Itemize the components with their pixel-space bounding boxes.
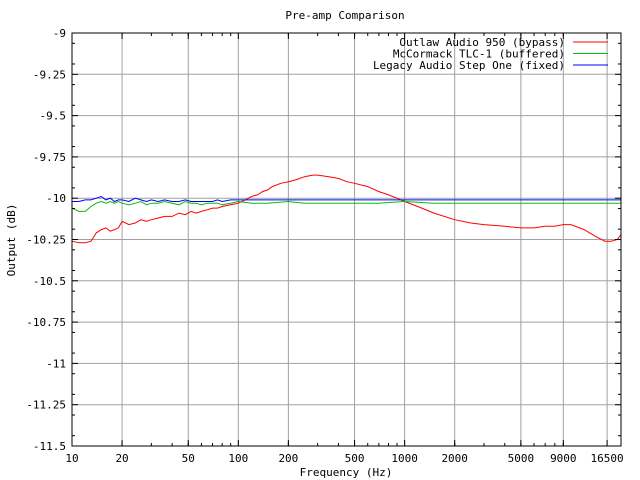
series-line bbox=[71, 200, 621, 212]
x-tick-label: 50 bbox=[182, 452, 195, 465]
x-tick-label: 16500 bbox=[591, 452, 624, 465]
x-tick-labels: 10 20 50 100 200 500 1000 2000 5000 9000 16500 bbox=[65, 452, 623, 465]
y-tick-label: -9.5 bbox=[40, 110, 67, 123]
tick-marks bbox=[71, 32, 621, 447]
x-tick-label: 20 bbox=[115, 452, 128, 465]
x-tick-label: 5000 bbox=[508, 452, 535, 465]
y-tick-label: -9.25 bbox=[33, 68, 66, 81]
y-tick-label: -11 bbox=[46, 357, 66, 370]
y-tick-label: -9 bbox=[53, 27, 66, 40]
y-tick-label: -11.5 bbox=[33, 440, 66, 453]
y-tick-label: -10 bbox=[46, 192, 66, 205]
legend-label: Legacy Audio Step One (fixed) bbox=[373, 59, 565, 72]
chart-title: Pre-amp Comparison bbox=[285, 9, 404, 22]
x-tick-label: 100 bbox=[228, 452, 248, 465]
x-tick-label: 9000 bbox=[550, 452, 577, 465]
y-tick-label: -11.25 bbox=[26, 399, 66, 412]
y-tick-label: -10.25 bbox=[26, 234, 66, 247]
legend-label: McCormack TLC-1 (buffered) bbox=[393, 48, 565, 61]
x-tick-label: 10 bbox=[65, 452, 78, 465]
legend-label: Outlaw Audio 950 (bypass) bbox=[399, 36, 565, 49]
grid bbox=[72, 33, 621, 446]
y-tick-label: -9.75 bbox=[33, 151, 66, 164]
x-tick-label: 200 bbox=[278, 452, 298, 465]
series-line bbox=[72, 195, 621, 203]
y-tick-label: -10.5 bbox=[33, 275, 66, 288]
y-tick-label: -10.75 bbox=[26, 316, 66, 329]
x-tick-label: 1000 bbox=[391, 452, 418, 465]
legend: Outlaw Audio 950 (bypass)McCormack TLC-1… bbox=[373, 36, 608, 72]
series-lines bbox=[71, 174, 622, 244]
y-tick-labels: -9 -9.25 -9.5 -9.75 -10 -10.25 -10.5 -10.75 -11 -… bbox=[26, 27, 66, 453]
x-tick-label: 2000 bbox=[441, 452, 468, 465]
series-line bbox=[71, 174, 622, 244]
y-axis-label: Output (dB) bbox=[5, 204, 18, 277]
x-tick-label: 500 bbox=[345, 452, 365, 465]
x-axis-label: Frequency (Hz) bbox=[300, 466, 393, 479]
